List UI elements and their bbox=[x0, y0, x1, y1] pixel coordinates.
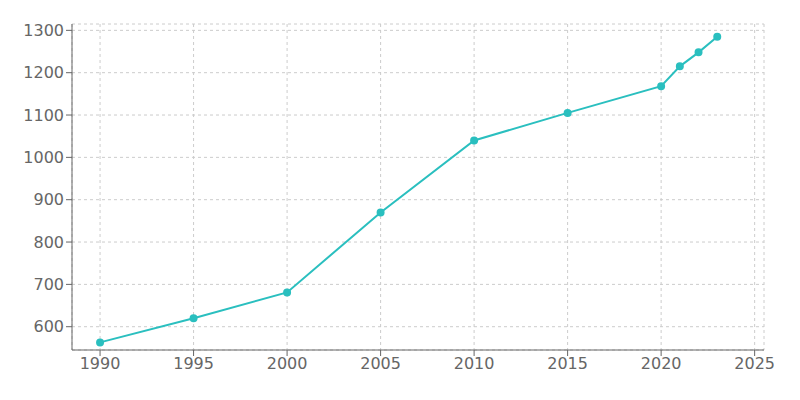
svg-text:2015: 2015 bbox=[547, 354, 588, 373]
svg-text:800: 800 bbox=[33, 233, 64, 252]
svg-text:600: 600 bbox=[33, 317, 64, 336]
svg-text:2005: 2005 bbox=[360, 354, 401, 373]
svg-text:2000: 2000 bbox=[267, 354, 308, 373]
svg-text:700: 700 bbox=[33, 275, 64, 294]
svg-text:1990: 1990 bbox=[80, 354, 121, 373]
svg-text:900: 900 bbox=[33, 190, 64, 209]
svg-text:2025: 2025 bbox=[734, 354, 775, 373]
svg-text:1000: 1000 bbox=[23, 148, 64, 167]
svg-text:1100: 1100 bbox=[23, 106, 64, 125]
svg-text:1995: 1995 bbox=[173, 354, 214, 373]
svg-text:2010: 2010 bbox=[454, 354, 495, 373]
svg-text:1200: 1200 bbox=[23, 63, 64, 82]
svg-text:1300: 1300 bbox=[23, 21, 64, 40]
svg-text:2020: 2020 bbox=[641, 354, 682, 373]
